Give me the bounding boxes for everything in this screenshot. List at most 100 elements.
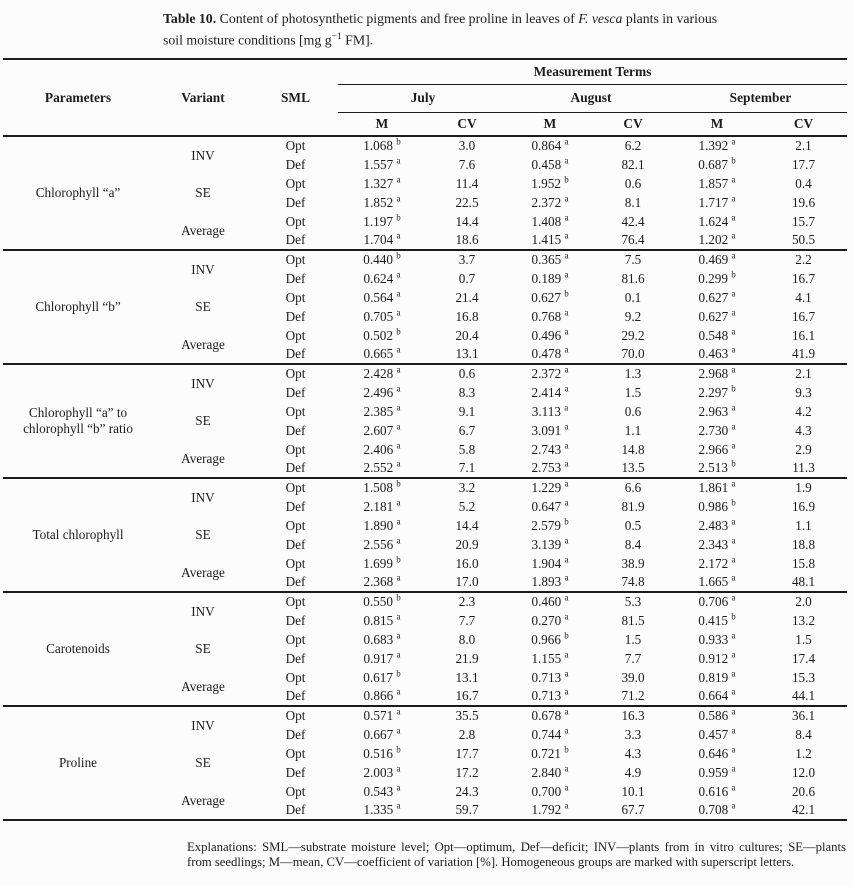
homogeneous-group-superscript: a [564,458,569,469]
table-caption: Table 10. Content of photosynthetic pigm… [163,9,849,51]
cv-value-cell: 3.7 [426,249,508,269]
caption-text: FM]. [341,32,374,48]
data-row: Def 1.852 a 22.5 2.372 a 8.1 1.717 a 19.6 [3,193,847,212]
homogeneous-group-superscript: b [731,497,736,508]
homogeneous-group-superscript: a [564,212,569,223]
homogeneous-group-superscript: a [731,649,736,660]
mean-value-cell: 2.297 b [698,383,736,400]
cv-value-cell: 59.7 [455,802,479,817]
data-row: SE Opt 0.516 b 17.7 0.721 b 4.3 0.646 a 1.2 [3,744,847,770]
cv-value-cell: 4.1 [795,289,812,305]
cv-value-cell: 2.1 [760,363,847,383]
homogeneous-group-superscript: b [564,630,569,641]
cv-value-cell: 1.1 [624,422,642,438]
cv-value-cell: 16.3 [592,705,674,725]
homogeneous-group-superscript: a [731,763,736,774]
mean-value-cell: 0.815 a [363,611,401,628]
cv-value-cell: 11.3 [792,460,815,475]
mean-value-cell: 3.139 a [531,535,569,552]
homogeneous-group-superscript: a [731,535,736,546]
mean-value-cell: 1.415 a [531,230,569,247]
sml-cell: Opt [253,363,338,383]
cv-value-cell: 7.7 [458,612,476,628]
cv-value-cell: 42.4 [621,213,645,229]
homogeneous-group-superscript: a [731,706,736,717]
homogeneous-group-superscript: a [396,649,401,660]
sml-cell: Opt [253,135,338,155]
homogeneous-group-superscript: a [396,630,401,641]
cv-value-cell: 16.9 [791,498,816,514]
homogeneous-group-superscript: a [396,725,401,736]
homogeneous-group-superscript: a [731,782,736,793]
cv-value-cell: 71.2 [621,688,645,703]
mean-value-cell: 1.327 a [363,174,401,191]
data-row: Def 1.335 a 59.7 1.792 a 67.7 0.708 a 42.1 [3,801,847,820]
data-row: Carotenoids INV Opt 0.550 b 2.3 0.460 a 5.3 0.7… [3,591,847,706]
homogeneous-group-superscript: b [396,592,401,603]
homogeneous-group-superscript: a [396,307,401,318]
sml-cell: Opt [253,249,338,269]
cv-value-cell: 13.1 [455,669,479,685]
sml-cell: Opt [285,517,306,533]
mean-value-cell: 3.091 a [531,421,569,438]
homogeneous-group-superscript: a [396,535,401,546]
homogeneous-group-superscript: a [731,686,736,697]
cv-value-cell: 0.7 [458,270,476,286]
mean-value-cell: 0.543 a [363,782,401,799]
cv-value-cell: 1.5 [624,384,642,400]
homogeneous-group-superscript: a [396,782,401,793]
sml-cell: Opt [285,783,306,799]
mean-value-cell: 0.496 a [531,326,569,343]
data-row: Def 2.368 a 17.0 1.893 a 74.8 1.665 a 48.1 [3,573,847,592]
header-parameters: Parameters [3,59,153,137]
mean-value-cell: 0.550 b [338,591,426,611]
cv-value-cell: 2.0 [760,591,847,611]
mean-value-cell: 2.552 a [363,458,401,475]
cv-value-cell: 13.1 [455,346,479,361]
homogeneous-group-superscript: a [396,230,401,241]
homogeneous-group-superscript: a [731,174,736,185]
cv-value-cell: 16.0 [455,555,479,571]
mean-value-cell: 1.068 b [338,135,426,155]
data-row: Def 2.607 a 6.7 3.091 a 1.1 2.730 a 4.3 [3,421,847,440]
sml-cell: Def [285,764,306,780]
cv-value-cell: 67.7 [621,802,645,817]
mean-value-cell: 0.624 a [363,269,401,286]
homogeneous-group-superscript: a [731,288,736,299]
homogeneous-group-superscript: b [564,174,569,185]
cv-value-cell: 5.8 [458,441,476,457]
cv-value-cell: 44.1 [791,688,816,703]
homogeneous-group-superscript: b [564,288,569,299]
cv-value-cell: 3.2 [426,477,508,497]
cv-value-cell: 17.7 [791,156,816,172]
homogeneous-group-superscript: a [396,155,401,166]
data-row: Def 0.667 a 2.8 0.744 a 3.3 0.457 a 8.4 [3,725,847,744]
mean-value-cell: 0.270 a [531,611,569,628]
header-cv-august: CV [592,112,674,137]
variant-cell: INV [153,363,253,402]
homogeneous-group-superscript: a [564,364,569,375]
parameter-cell: Chlorophyll “b” [3,249,153,364]
mean-value-cell: 2.496 a [363,383,401,400]
cv-value-cell: 21.9 [455,650,479,666]
cv-value-cell: 20.9 [455,536,479,552]
mean-value-cell: 0.667 a [363,725,401,742]
header-month-august: August [508,84,674,113]
table-body: Chlorophyll “a” INV Opt 1.068 b 3.0 0.864 a 6.… [3,135,847,820]
homogeneous-group-superscript: b [564,516,569,527]
mean-value-cell: 0.627 b [531,288,569,305]
mean-value-cell: 0.700 a [531,782,569,799]
sml-cell: Opt [285,555,306,571]
cv-value-cell: 17.0 [455,574,479,589]
homogeneous-group-superscript: a [564,193,569,204]
data-row: Total chlorophyll INV Opt 1.508 b 3.2 1.229 a… [3,477,847,592]
mean-value-cell: 0.616 a [698,782,736,799]
sml-cell: Def [285,688,306,703]
caption-text: soil moisture conditions [mg g [163,32,332,48]
mean-value-cell: 0.917 a [363,649,401,666]
cv-value-cell: 7.1 [458,460,476,475]
homogeneous-group-superscript: a [564,763,569,774]
mean-value-cell: 0.189 a [531,269,569,286]
sml-cell: Def [285,574,306,589]
cv-value-cell: 0.5 [624,517,642,533]
